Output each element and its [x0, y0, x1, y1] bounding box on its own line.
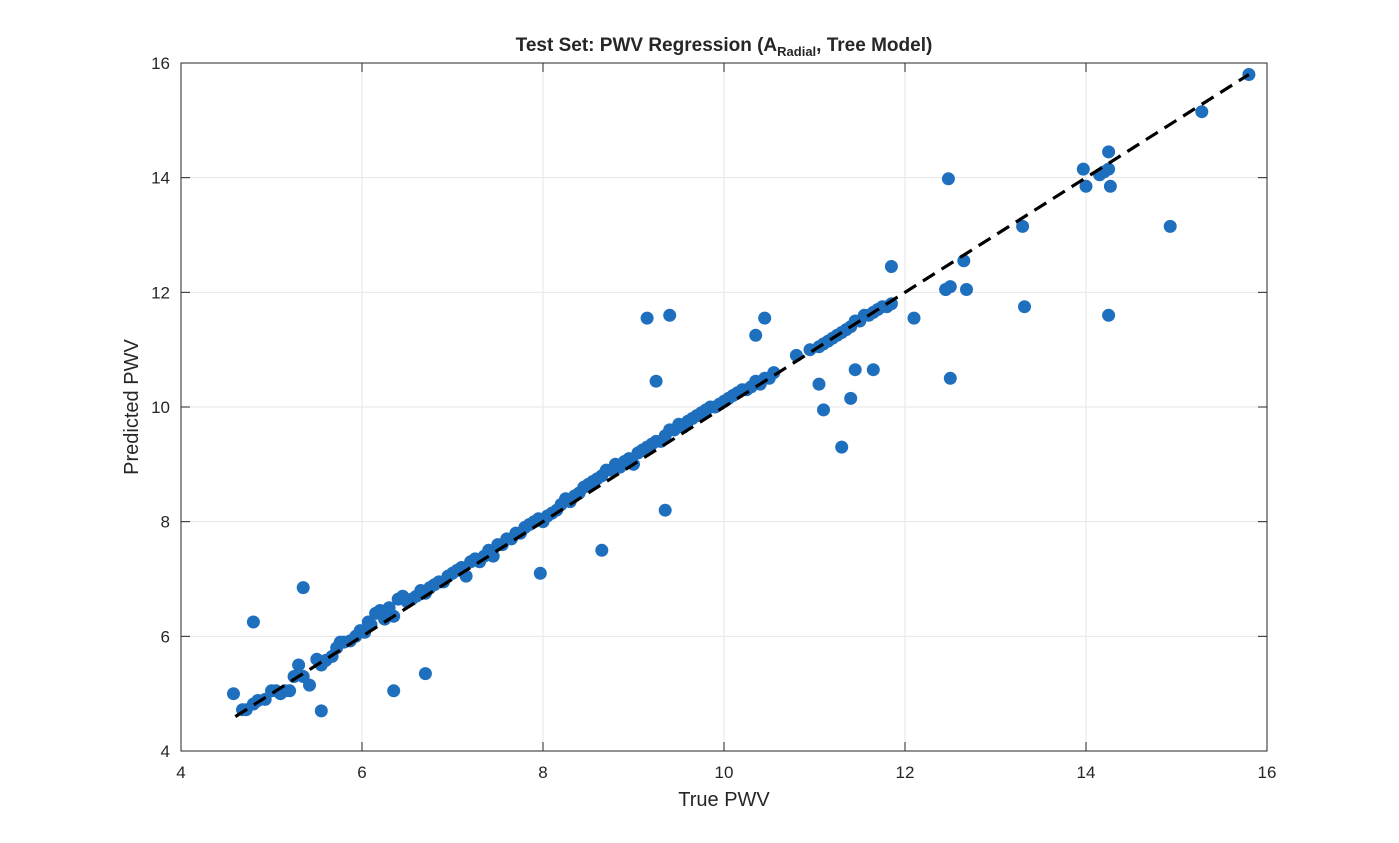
data-point	[1163, 219, 1177, 233]
chart-title-subscript: Radial	[777, 44, 816, 59]
data-point	[941, 172, 955, 186]
data-point	[292, 658, 306, 672]
y-tick-label: 12	[151, 283, 170, 302]
data-point	[884, 260, 898, 273]
y-tick-label: 4	[161, 742, 170, 761]
data-point	[1079, 179, 1093, 193]
data-point	[1076, 162, 1090, 176]
y-axis-label: Predicted PWV	[121, 339, 143, 475]
data-point	[649, 374, 663, 388]
y-tick-labels: 4 6 8 10 12 14 16	[151, 54, 170, 761]
data-point	[663, 308, 677, 322]
data-point	[767, 366, 781, 380]
data-point	[749, 328, 763, 342]
data-point	[960, 283, 973, 296]
y-tick-label: 8	[161, 513, 170, 532]
y-tick-label: 14	[151, 169, 170, 188]
data-point	[1102, 162, 1116, 176]
data-point	[848, 363, 862, 377]
data-point	[314, 704, 328, 718]
data-point	[907, 311, 921, 325]
data-point	[283, 684, 297, 698]
data-point	[1102, 308, 1116, 322]
data-point	[758, 311, 772, 325]
data-point	[533, 566, 547, 580]
y-tick-label: 16	[151, 54, 170, 73]
data-point	[227, 687, 240, 701]
data-point	[1016, 219, 1030, 233]
data-point	[658, 503, 672, 517]
data-point	[812, 377, 826, 391]
chart-title-main: Test Set: PWV Regression (A	[516, 35, 778, 56]
data-point	[303, 678, 316, 692]
y-tick-label: 10	[151, 398, 170, 417]
data-point	[844, 391, 858, 405]
x-tick-labels: 4 6 8 10 12 14 16	[176, 763, 1276, 782]
x-tick-label: 14	[1077, 763, 1096, 782]
data-point	[939, 283, 953, 296]
data-point	[418, 667, 432, 681]
y-tick-label: 6	[161, 627, 170, 646]
x-tick-label: 6	[357, 763, 366, 782]
data-point	[595, 543, 609, 557]
reference-line	[234, 73, 1250, 718]
data-point	[1195, 105, 1209, 119]
data-point	[835, 440, 849, 454]
data-point	[640, 311, 654, 325]
chart-title: Test Set: PWV Regression (ARadial, Tree …	[516, 35, 933, 59]
data-point	[866, 363, 880, 377]
data-point	[1103, 179, 1117, 193]
x-tick-label: 8	[538, 763, 547, 782]
data-point	[817, 403, 830, 417]
data-point	[1102, 145, 1116, 159]
axis-ticks	[180, 62, 1268, 752]
data-point	[387, 684, 401, 698]
data-point	[296, 581, 310, 595]
x-axis-label: True PWV	[678, 789, 770, 811]
x-tick-label: 4	[176, 763, 185, 782]
data-point	[246, 615, 260, 629]
x-tick-label: 12	[896, 763, 915, 782]
x-tick-label: 16	[1258, 763, 1277, 782]
x-tick-label: 10	[715, 763, 734, 782]
chart-title-end: , Tree Model)	[816, 35, 932, 56]
data-point	[943, 371, 957, 385]
data-point	[1018, 300, 1031, 314]
